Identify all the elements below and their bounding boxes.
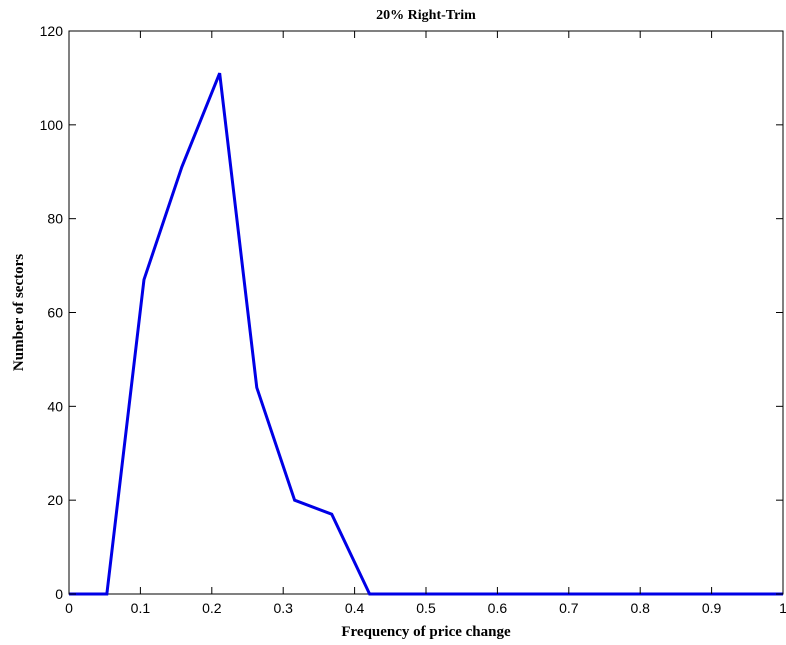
- chart-title: 20% Right-Trim: [376, 8, 476, 23]
- x-tick-label: 0.4: [345, 600, 365, 616]
- x-tick-label: 0.6: [488, 600, 508, 616]
- x-tick-label: 0.9: [702, 600, 722, 616]
- x-tick-label: 0.7: [559, 600, 579, 616]
- y-tick-label: 100: [40, 117, 64, 133]
- plot-area: [68, 30, 784, 596]
- y-tick-label: 80: [47, 211, 63, 227]
- x-axis-label: Frequency of price change: [341, 624, 511, 640]
- y-axis-label: Number of sectors: [11, 254, 27, 371]
- x-tick-label: 0.2: [202, 600, 222, 616]
- y-tick-label: 0: [55, 586, 63, 602]
- plot-frame: [68, 30, 784, 595]
- y-tick-label: 40: [47, 398, 63, 414]
- x-tick-label: 0: [65, 600, 73, 616]
- y-tick-label: 20: [47, 492, 63, 508]
- x-tick-label: 0.5: [416, 600, 436, 616]
- y-tick-label: 60: [47, 305, 63, 321]
- y-axis: 0 20 40 60 80 100 120: [40, 23, 783, 602]
- y-tick-label: 120: [40, 23, 64, 39]
- series-line: [69, 72, 783, 596]
- x-tick-label: 0.3: [273, 600, 293, 616]
- x-tick-label: 0.8: [630, 600, 650, 616]
- x-tick-label: 0.1: [131, 600, 151, 616]
- x-axis: 0 0.1 0.2 0.3 0.4 0.5 0.6 0.7 0.8 0.9 1: [65, 31, 786, 616]
- x-tick-label: 1: [779, 600, 786, 616]
